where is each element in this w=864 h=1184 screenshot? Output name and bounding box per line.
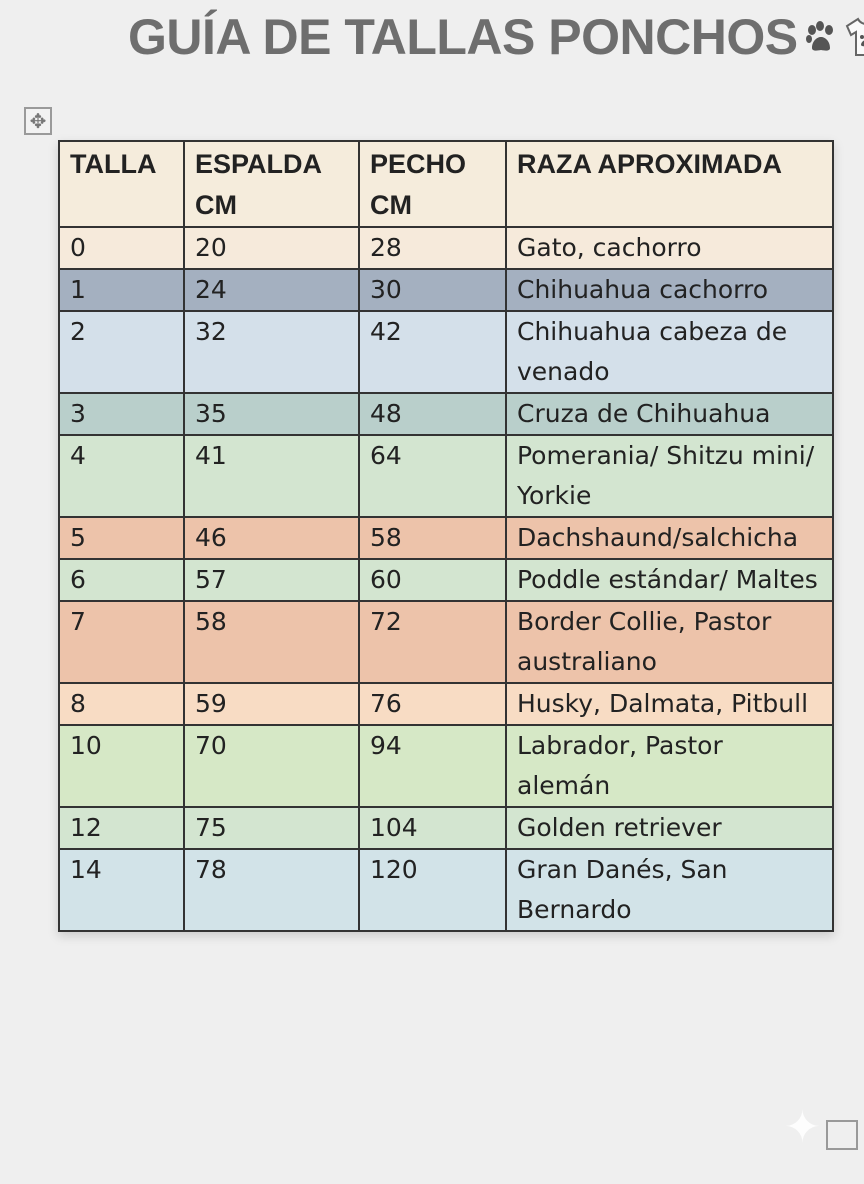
- cell-talla: 5: [58, 516, 185, 560]
- cell-pecho: 64: [358, 434, 507, 518]
- cell-raza: Gran Danés, San Bernardo: [505, 848, 834, 932]
- table-row: 1 24 30 Chihuahua cachorro: [58, 268, 834, 312]
- cell-pecho: 48: [358, 392, 507, 436]
- cell-talla: 4: [58, 434, 185, 518]
- cell-raza: Cruza de Chihuahua: [505, 392, 834, 436]
- cell-espalda: 35: [183, 392, 360, 436]
- table-header-row: TALLA ESPALDA CM PECHO CM RAZA APROXIMAD…: [58, 140, 834, 228]
- cell-pecho: 72: [358, 600, 507, 684]
- cell-pecho: 28: [358, 226, 507, 270]
- cell-talla: 1: [58, 268, 185, 312]
- table-resize-handle[interactable]: [826, 1120, 858, 1150]
- cell-talla: 0: [58, 226, 185, 270]
- cell-raza: Husky, Dalmata, Pitbull: [505, 682, 834, 726]
- cell-espalda: 57: [183, 558, 360, 602]
- cell-espalda: 75: [183, 806, 360, 850]
- cell-raza: Gato, cachorro: [505, 226, 834, 270]
- table-row: 12 75 104 Golden retriever: [58, 806, 834, 850]
- move-icon: ✥: [29, 109, 47, 133]
- cell-raza: Dachshaund/salchicha: [505, 516, 834, 560]
- cell-espalda: 58: [183, 600, 360, 684]
- cell-talla: 6: [58, 558, 185, 602]
- table-row: 14 78 120 Gran Danés, San Bernardo: [58, 848, 834, 932]
- cell-raza: Poddle estándar/ Maltes: [505, 558, 834, 602]
- cell-talla: 8: [58, 682, 185, 726]
- header-pecho: PECHO CM: [358, 140, 507, 228]
- table-row: 2 32 42 Chihuahua cabeza de venado: [58, 310, 834, 394]
- cell-pecho: 104: [358, 806, 507, 850]
- header-talla: TALLA: [58, 140, 185, 228]
- cell-raza: Border Collie, Pastor australiano: [505, 600, 834, 684]
- cell-espalda: 24: [183, 268, 360, 312]
- sparkle-icon: ✦: [784, 1102, 821, 1153]
- cell-pecho: 76: [358, 682, 507, 726]
- table-row: 6 57 60 Poddle estándar/ Maltes: [58, 558, 834, 602]
- cell-raza: Chihuahua cabeza de venado: [505, 310, 834, 394]
- cell-talla: 7: [58, 600, 185, 684]
- table-row: 3 35 48 Cruza de Chihuahua: [58, 392, 834, 436]
- cell-espalda: 46: [183, 516, 360, 560]
- cell-espalda: 41: [183, 434, 360, 518]
- cell-talla: 14: [58, 848, 185, 932]
- cell-pecho: 120: [358, 848, 507, 932]
- table-row: 0 20 28 Gato, cachorro: [58, 226, 834, 270]
- cell-pecho: 58: [358, 516, 507, 560]
- cell-talla: 3: [58, 392, 185, 436]
- page-title: GUÍA DE TALLAS PONCHOS: [128, 8, 864, 66]
- table-row: 4 41 64 Pomerania/ Shitzu mini/ Yorkie: [58, 434, 834, 518]
- title-text: GUÍA DE TALLAS PONCHOS: [128, 9, 798, 65]
- cell-pecho: 30: [358, 268, 507, 312]
- cell-raza: Labrador, Pastor alemán: [505, 724, 834, 808]
- size-table: TALLA ESPALDA CM PECHO CM RAZA APROXIMAD…: [58, 140, 834, 932]
- cell-raza: Pomerania/ Shitzu mini/ Yorkie: [505, 434, 834, 518]
- paw-icon: [805, 21, 833, 51]
- cell-pecho: 60: [358, 558, 507, 602]
- cell-pecho: 94: [358, 724, 507, 808]
- cell-espalda: 32: [183, 310, 360, 394]
- cell-espalda: 78: [183, 848, 360, 932]
- cell-talla: 12: [58, 806, 185, 850]
- table-move-handle[interactable]: ✥: [24, 107, 52, 135]
- cell-talla: 10: [58, 724, 185, 808]
- tshirt-icon: [845, 17, 864, 56]
- table-row: 5 46 58 Dachshaund/salchicha: [58, 516, 834, 560]
- cell-espalda: 20: [183, 226, 360, 270]
- cell-raza: Golden retriever: [505, 806, 834, 850]
- header-espalda: ESPALDA CM: [183, 140, 360, 228]
- cell-espalda: 59: [183, 682, 360, 726]
- table-row: 7 58 72 Border Collie, Pastor australiano: [58, 600, 834, 684]
- cell-espalda: 70: [183, 724, 360, 808]
- cell-pecho: 42: [358, 310, 507, 394]
- table-row: 10 70 94 Labrador, Pastor alemán: [58, 724, 834, 808]
- cell-talla: 2: [58, 310, 185, 394]
- header-raza: RAZA APROXIMADA: [505, 140, 834, 228]
- table-row: 8 59 76 Husky, Dalmata, Pitbull: [58, 682, 834, 726]
- cell-raza: Chihuahua cachorro: [505, 268, 834, 312]
